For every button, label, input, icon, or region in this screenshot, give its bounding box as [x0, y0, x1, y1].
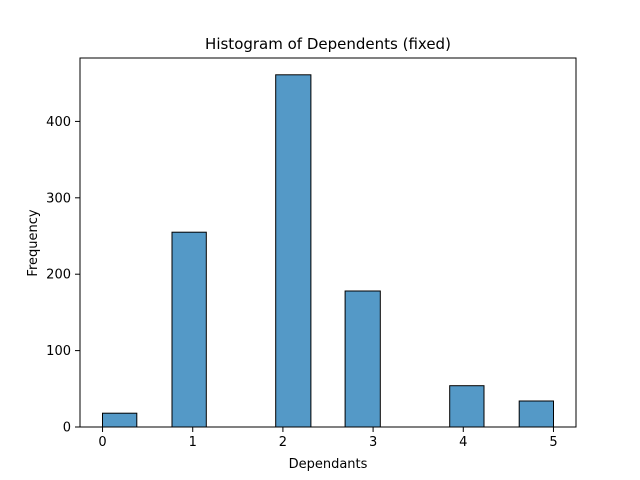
x-tick-label: 0: [98, 435, 106, 450]
y-ticks-group: 0 100 200 300 400: [46, 115, 80, 436]
y-tick-label: 0: [63, 421, 71, 436]
plot-frame: [79, 57, 577, 428]
x-tick-label: 3: [369, 435, 377, 450]
chart-title: Histogram of Dependents (fixed): [205, 35, 451, 53]
x-tick-label: 2: [279, 435, 287, 450]
histogram-bar: [171, 231, 207, 428]
y-axis-label: Frequency: [26, 209, 41, 276]
y-tick-label: 100: [46, 344, 71, 359]
x-axis-label: Dependants: [289, 457, 368, 472]
histogram-bar: [102, 412, 138, 428]
bars-group: [102, 74, 555, 428]
histogram-bar: [275, 74, 312, 428]
x-tick-label: 4: [459, 435, 467, 450]
x-tick-label: 1: [189, 435, 197, 450]
x-tick-label: 5: [549, 435, 557, 450]
histogram-bar: [344, 290, 381, 428]
histogram-bar: [449, 385, 485, 428]
histogram-bar: [518, 400, 555, 428]
y-tick-label: 300: [46, 191, 71, 206]
x-ticks-group: 0 1 2 3 4 5: [98, 427, 558, 450]
y-tick-label: 200: [46, 268, 71, 283]
y-tick-label: 400: [46, 115, 71, 130]
